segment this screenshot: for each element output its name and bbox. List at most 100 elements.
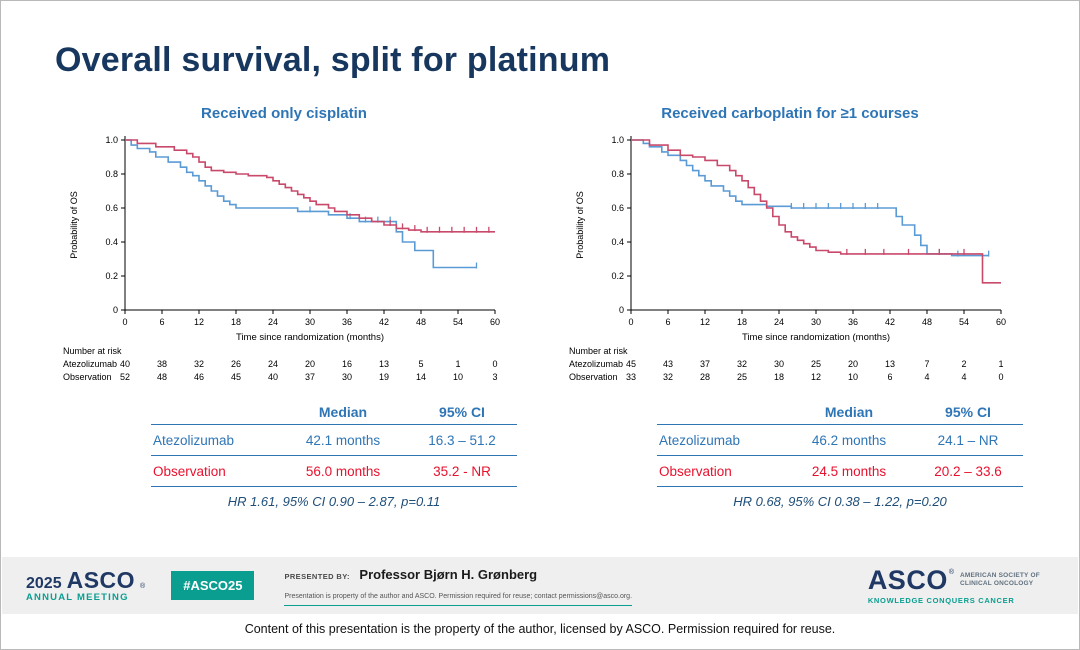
risk-count: 32 [193,359,204,369]
summary-header-row: Median 95% CI [151,400,517,424]
risk-count: 13 [884,359,895,369]
risk-count: 19 [378,372,389,382]
summary-table-cisplatin: Median 95% CI Atezolizumab 42.1 months 16.3 … [151,400,517,509]
risk-count: 32 [662,372,673,382]
summary-cell: Atezolizumab [153,432,235,448]
risk-count: 20 [304,359,315,369]
risk-count: 45 [230,372,241,382]
x-tick-label: 0 [628,317,633,327]
km-curve-atezolizumab [125,139,477,269]
risk-count: 52 [119,372,130,382]
x-tick-label: 30 [811,317,821,327]
asco-annual-meeting-logo: 2025 ASCO ® ANNUAL MEETING [26,567,145,604]
meeting-year: 2025 [26,574,62,592]
summary-row-atezolizumab: Atezolizumab 46.2 months 24.1 – NR [657,424,1023,455]
risk-count: 14 [415,372,426,382]
hazard-ratio-text: HR 0.68, 95% CI 0.38 – 1.22, p=0.20 [733,494,947,509]
risk-count: 46 [193,372,204,382]
asco-society-text: AMERICAN SOCIETY OF CLINICAL ONCOLOGY [960,571,1040,588]
presenter-name: Professor Bjørn H. Grønberg [359,567,538,583]
x-tick-label: 24 [774,317,784,327]
summary-header-row: Median 95% CI [657,400,1023,424]
summary-cell: 24.1 – NR [937,432,999,448]
hashtag-badge: #ASCO25 [171,571,255,600]
risk-count: 2 [961,359,967,369]
x-tick-label: 36 [342,317,352,327]
risk-count: 3 [492,372,498,382]
risk-count: 1 [455,359,461,369]
risk-count: 4 [961,372,967,382]
summary-table-carboplatin: Median 95% CI Atezolizumab 46.2 months 24.1 … [657,400,1023,509]
summary-cell: 95% CI [945,404,991,420]
summary-cell: 16.3 – 51.2 [428,432,496,448]
summary-cell: Atezolizumab [659,432,741,448]
risk-count: 37 [699,359,710,369]
risk-table-label: Number at risk [63,346,122,356]
risk-row-name: Observation [63,372,112,382]
asco-logo: ASCO ® AMERICAN SOCIETY OF CLINICAL ONCO… [867,564,1054,605]
x-tick-label: 6 [665,317,670,327]
x-tick-label: 30 [305,317,315,327]
km-plot-cisplatin: 0 0.2 0.4 0.6 0.8 1.0 0 6 12 18 24 30 36 42 48 54 60 Prob… [69,135,500,343]
km-curve-atezolizumab [631,139,989,257]
risk-count: 30 [773,359,784,369]
risk-count: 43 [662,359,673,369]
risk-count: 18 [773,372,784,382]
risk-count: 33 [625,372,636,382]
summary-cell: Observation [153,463,226,479]
risk-row-name: Observation [569,372,618,382]
x-tick-label: 48 [922,317,932,327]
risk-count: 24 [267,359,278,369]
reuse-note: Content of this presentation is the prop… [244,622,836,636]
risk-count: 45 [625,359,636,369]
y-tick-label: 0.2 [105,271,118,281]
km-curve-observation [631,139,1001,284]
risk-count: 1 [998,359,1004,369]
km-chart-cisplatin: 0 0.2 0.4 0.6 0.8 1.0 0 6 12 18 24 30 36 42 48 54 60 Prob… [63,128,523,344]
x-tick-label: 54 [453,317,463,327]
x-axis-label: Time since randomization (months) [742,332,890,343]
risk-count: 26 [230,359,241,369]
summary-row-observation: Observation 24.5 months 20.2 – 33.6 [657,455,1023,487]
risk-count: 4 [924,372,930,382]
slide-title: Overall survival, split for platinum [55,41,611,79]
y-tick-label: 0.8 [611,169,624,179]
asco-tagline: KNOWLEDGE CONQUERS CANCER [867,595,1015,605]
risk-count: 7 [924,359,930,369]
summary-cell: 42.1 months [305,432,381,448]
risk-count: 0 [492,359,498,369]
asco-logo-text: ASCO [867,564,948,595]
summary-cell: 56.0 months [305,463,381,479]
risk-count: 10 [452,372,463,382]
risk-count: 20 [847,359,858,369]
summary-cell: Observation [659,463,732,479]
meeting-subtitle: ANNUAL MEETING [26,592,129,604]
summary-cell: Median [318,404,368,420]
risk-count: 37 [304,372,315,382]
y-tick-label: 0.8 [105,169,118,179]
y-axis-label: Probability of OS [575,191,585,259]
y-tick-label: 0.6 [611,203,624,213]
summary-cell: 35.2 - NR [433,463,491,479]
summary-row-atezolizumab: Atezolizumab 42.1 months 16.3 – 51.2 [151,424,517,455]
km-curve-observation [125,139,495,233]
footer-disclaimer: Presentation is property of the author a… [284,593,633,606]
risk-count: 40 [267,372,278,382]
y-tick-label: 1.0 [105,135,118,145]
summary-cell: Median [824,404,874,420]
y-axis-label: Probability of OS [69,191,79,259]
risk-count: 12 [810,372,821,382]
x-tick-label: 18 [737,317,747,327]
x-tick-label: 12 [700,317,710,327]
x-tick-label: 60 [996,317,1006,327]
summary-cell: 95% CI [439,404,485,420]
summary-cell: 46.2 months [811,432,887,448]
y-tick-label: 1.0 [611,135,624,145]
risk-count: 38 [156,359,167,369]
y-tick-label: 0.6 [105,203,118,213]
risk-table-carboplatin: Number at risk Atezolizumab 45 43 37 32 30 25 20… [569,346,1029,386]
y-tick-label: 0.4 [105,237,118,247]
x-axis-label: Time since randomization (months) [236,332,384,343]
risk-count: 48 [156,372,167,382]
risk-count: 6 [887,372,893,382]
